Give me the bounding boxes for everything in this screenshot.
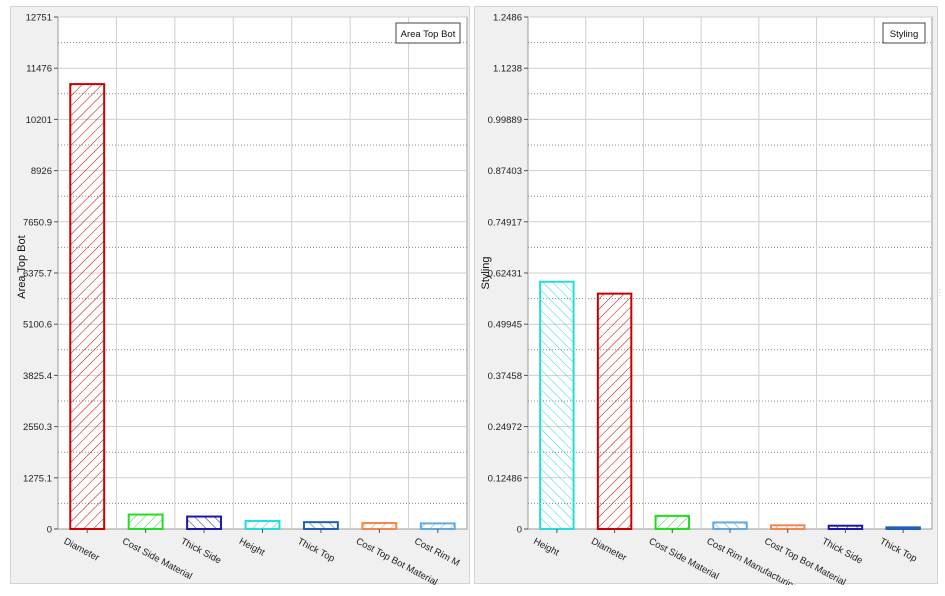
legend-entry: Area Top Bot (401, 29, 456, 40)
y-tick-label: 1.1238 (493, 64, 522, 75)
y-tick-label: 2550.3 (23, 422, 52, 433)
area-top-bot-chart[interactable]: 0 1275.1 2550.3 3825.4 5100.6 6375.7 7650.9 892… (11, 7, 471, 585)
y-tick-label: 1275.1 (23, 473, 52, 484)
x-tick-label-thick-side: Thick Side (820, 536, 864, 567)
x-tick-label-diameter: Diameter (589, 536, 628, 564)
y-tick-label: 0 (47, 525, 52, 536)
y-tick-label: 11476 (26, 64, 52, 75)
y-tick-label: 0.87403 (488, 166, 522, 177)
y-tick-label: 0.49945 (488, 320, 522, 331)
x-tick-label-cost-rim-manufacturing: Cost Rim Manufacturing (705, 536, 800, 585)
chart-legend[interactable]: Area Top Bot (395, 22, 461, 44)
y-tick-label: 0.99889 (488, 115, 522, 126)
bar-cost-top-bot-material[interactable] (361, 521, 398, 530)
bar-height[interactable] (539, 280, 575, 530)
bar-cost-rim-m[interactable] (419, 522, 456, 530)
y-tick-label: 7650.9 (23, 217, 52, 228)
x-tick-label-thick-top: Thick Top (296, 536, 337, 565)
bar-thick-side[interactable] (186, 515, 223, 530)
y-tick-label: 6375.7 (23, 269, 52, 280)
y-tick-label: 5100.6 (23, 320, 52, 331)
y-tick-label: 0 (517, 525, 522, 536)
x-tick-label-height: Height (531, 536, 561, 559)
legend-box (882, 22, 926, 44)
bar-cost-top-bot-material[interactable] (769, 524, 806, 530)
y-tick-label: 0.12486 (488, 473, 522, 484)
bar-thick-top[interactable] (885, 526, 921, 530)
bar-thick-top[interactable] (302, 521, 339, 531)
legend-box (395, 22, 461, 44)
x-tick-label-thick-side: Thick Side (179, 536, 223, 567)
y-tick-label: 8926 (31, 166, 52, 177)
y-tick-label: 12751 (26, 13, 52, 24)
right-chart-panel: 0 0.12486 0.24972 0.37458 0.49945 0.62431 0.74… (474, 6, 939, 585)
y-tick-label: 0.74917 (488, 217, 522, 228)
y-axis-label: Styling (480, 256, 492, 289)
y-tick-label: 0.24972 (488, 422, 522, 433)
y-tick-label: 0.37458 (488, 371, 522, 382)
bar-diameter[interactable] (596, 292, 633, 530)
y-tick-label: 0.62431 (488, 269, 522, 280)
y-tick-label: 3825.4 (23, 371, 52, 382)
chart-legend[interactable]: Styling (882, 22, 926, 44)
bar-cost-side-material[interactable] (654, 514, 691, 531)
styling-chart[interactable]: 0 0.12486 0.24972 0.37458 0.49945 0.62431 0.74… (475, 7, 939, 585)
x-tick-label-height: Height (237, 536, 267, 559)
x-tick-label-cost-rim-m: Cost Rim M (412, 536, 461, 569)
x-tick-label-thick-top: Thick Top (878, 536, 919, 565)
y-tick-label: 10201 (26, 115, 52, 126)
panel-splitter-handle[interactable]: · · · (938, 285, 941, 300)
x-tick-label-diameter: Diameter (62, 536, 101, 564)
bar-diameter[interactable] (69, 83, 106, 530)
y-tick-label: 1.2486 (493, 13, 522, 24)
legend-entry: Styling (890, 29, 919, 40)
y-axis-label: Area Top Bot (16, 235, 28, 298)
left-chart-panel: 0 1275.1 2550.3 3825.4 5100.6 6375.7 7650.9 892… (10, 6, 471, 585)
bar-thick-side[interactable] (827, 524, 864, 531)
bar-cost-rim-manufacturing[interactable] (712, 521, 748, 530)
bar-cost-side-material[interactable] (127, 513, 164, 531)
bar-height[interactable] (244, 519, 281, 530)
